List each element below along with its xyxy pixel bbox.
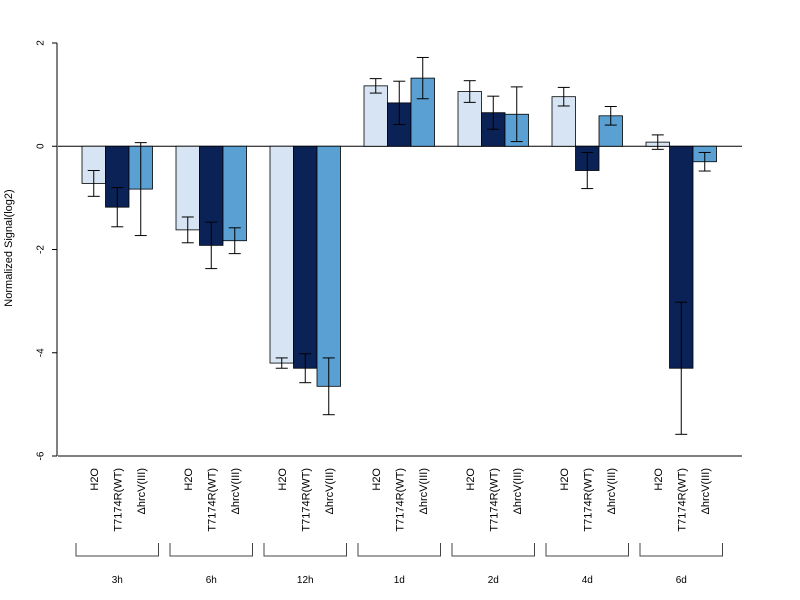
y-tick-label: -4 [36, 348, 47, 357]
bar-1d-1 [363, 85, 388, 147]
bar-label: ΔhrcV(III) [700, 468, 712, 514]
group-label: 6h [206, 575, 217, 586]
bar-label: H2O [183, 468, 195, 491]
bar-label: ΔhrcV(III) [324, 468, 336, 514]
x-category-labels: H2O T7174R(WT) ΔhrcV(III) H2O T7174R(WT) Δhrc… [89, 468, 712, 532]
bar-label: T7174R(WT) [300, 468, 312, 532]
group-bracket [169, 543, 253, 557]
bar-label: ΔhrcV(III) [418, 468, 430, 514]
bar-label: H2O [89, 468, 101, 491]
bar-label: T7174R(WT) [394, 468, 406, 532]
group-label: 3h [112, 575, 123, 586]
bar-label: T7174R(WT) [488, 468, 500, 532]
bar-label: T7174R(WT) [582, 468, 594, 532]
bar-label: T7174R(WT) [112, 468, 124, 532]
y-tick-label: 2 [36, 40, 47, 46]
bar-label: T7174R(WT) [206, 468, 218, 532]
bar-6h-3 [222, 145, 247, 242]
y-tick-label: -2 [36, 245, 47, 254]
group-label: 6d [676, 575, 687, 586]
bar-label: ΔhrcV(III) [230, 468, 242, 514]
group-brackets: 3h 6h 12h 1d 2d 4d 6d [75, 543, 723, 586]
bar-12h-1 [269, 145, 294, 364]
bar-label: T7174R(WT) [676, 468, 688, 532]
bar-label: ΔhrcV(III) [606, 468, 618, 514]
bar-label: ΔhrcV(III) [512, 468, 524, 514]
bar-12h-3 [316, 145, 341, 387]
bar-label: H2O [277, 468, 289, 491]
y-axis: 2 0 -2 -4 -6 [36, 40, 58, 460]
bar-label: H2O [559, 468, 571, 491]
bar-label: H2O [653, 468, 665, 491]
group-bracket [545, 543, 629, 557]
bars [81, 77, 717, 387]
group-bracket [639, 543, 723, 557]
group-bracket [451, 543, 535, 557]
bar-12h-2 [293, 145, 318, 369]
group-bracket [75, 543, 159, 557]
group-label: 12h [297, 575, 314, 586]
y-tick-label: -6 [36, 451, 47, 460]
error-bars [87, 56, 711, 435]
y-axis-title: Normalized Signal(log2) [3, 189, 15, 306]
group-label: 1d [394, 575, 405, 586]
group-bracket [263, 543, 347, 557]
y-tick-label: 0 [36, 143, 47, 149]
bar-label: H2O [371, 468, 383, 491]
bar-label: H2O [465, 468, 477, 491]
group-label: 4d [582, 575, 593, 586]
bar-label: ΔhrcV(III) [136, 468, 148, 514]
group-label: 2d [488, 575, 499, 586]
group-bracket [357, 543, 441, 557]
